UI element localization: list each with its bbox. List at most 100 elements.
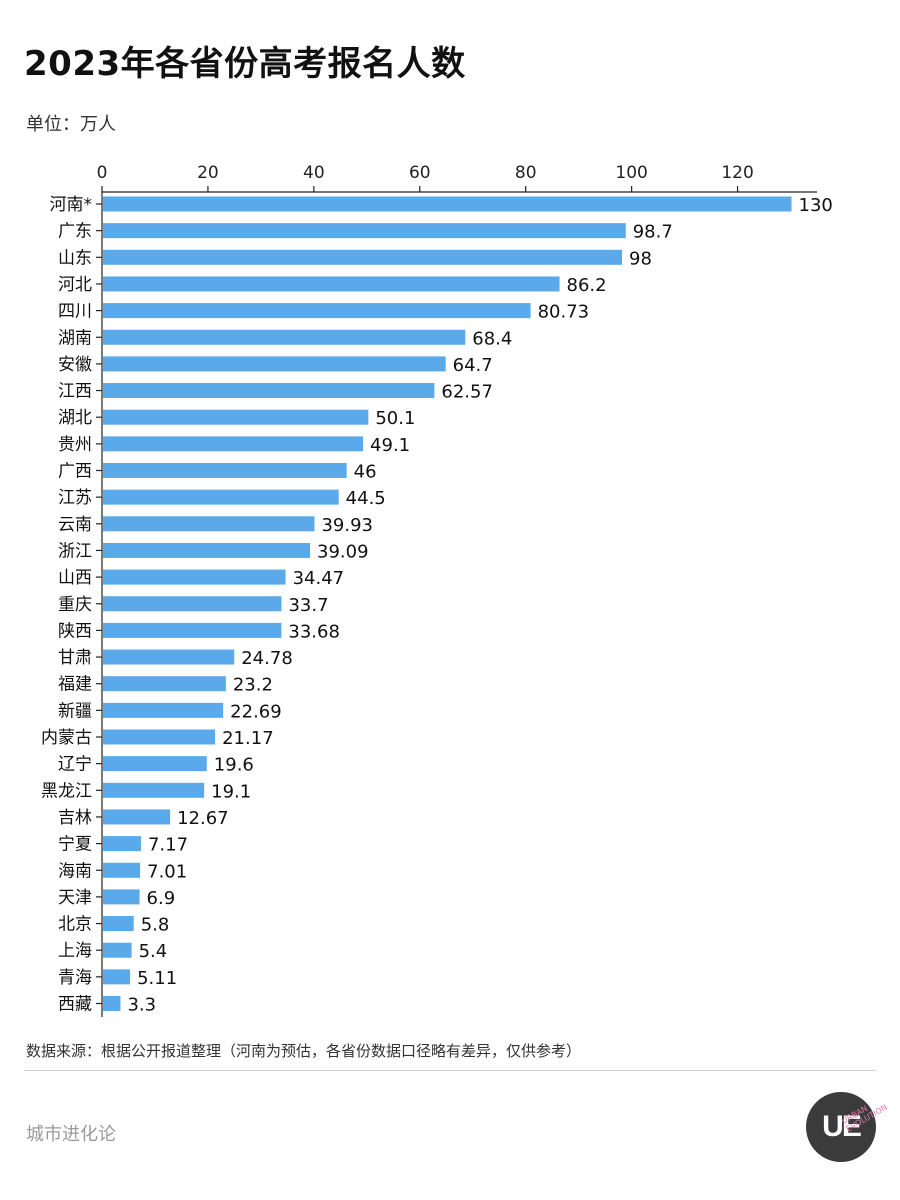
value-label: 19.1 [211,781,251,802]
data-bar [103,409,369,425]
category-label: 海南 [58,861,92,881]
unit-label: 单位：万人 [26,114,116,135]
data-bar [103,356,446,372]
data-bar [103,756,207,772]
data-bar [103,489,339,505]
data-bar [103,383,435,399]
value-label: 33.68 [288,621,340,642]
category-label: 湖北 [58,408,92,428]
data-bar [103,649,235,665]
data-bar [103,862,141,878]
value-label: 5.4 [139,941,168,962]
value-label: 130 [799,195,833,216]
category-label: 北京 [58,915,92,935]
category-label: 湖南 [58,328,92,348]
category-label: 青海 [58,968,92,988]
category-label: 云南 [58,515,92,535]
value-label: 23.2 [233,675,273,696]
data-bar [103,249,623,265]
category-label: 吉林 [58,808,92,828]
value-label: 50.1 [375,408,415,429]
category-label: 上海 [58,941,92,961]
value-label: 98 [629,248,652,269]
x-tick-label: 80 [515,163,537,183]
value-label: 68.4 [472,328,512,349]
value-label: 44.5 [346,488,386,509]
footer-divider [24,1070,876,1071]
data-bar [103,276,560,292]
category-label: 黑龙江 [41,781,92,801]
category-label: 四川 [58,302,92,322]
value-label: 22.69 [230,701,282,722]
data-bar [103,303,531,319]
value-label: 39.93 [321,515,373,536]
category-label: 广东 [58,222,92,242]
data-bar [103,622,282,638]
value-label: 3.3 [127,995,156,1016]
category-label: 浙江 [58,541,92,561]
data-bar [103,969,131,985]
data-bar [103,542,311,558]
data-bar [103,942,132,958]
category-label: 河北 [58,275,92,295]
category-label: 新疆 [58,701,92,721]
data-bar [103,702,224,718]
category-label: 辽宁 [58,755,92,775]
category-label: 江苏 [58,488,92,508]
category-label: 山西 [58,568,92,588]
value-label: 19.6 [214,755,254,776]
x-tick-label: 100 [615,163,647,183]
x-tick-label: 20 [197,163,219,183]
data-bar [103,596,282,612]
brand-name: 城市进化论 [26,1124,116,1145]
value-label: 5.8 [141,915,170,936]
category-label: 陕西 [58,621,92,641]
value-label: 34.47 [293,568,345,589]
category-label: 江西 [58,382,92,402]
value-label: 21.17 [222,728,274,749]
category-label: 广西 [58,462,92,482]
category-label: 贵州 [58,435,92,455]
value-label: 12.67 [177,808,229,829]
data-bar [103,916,134,932]
category-label: 福建 [58,675,92,695]
value-label: 46 [354,462,377,483]
category-label: 天津 [58,888,92,908]
data-bar [103,436,364,452]
value-label: 64.7 [453,355,493,376]
value-label: 80.73 [538,302,590,323]
value-label: 7.01 [147,861,187,882]
value-label: 62.57 [441,382,493,403]
value-label: 24.78 [241,648,293,669]
category-label: 山东 [58,248,92,268]
data-bar [103,809,171,825]
value-label: 6.9 [147,888,176,909]
data-bar [103,463,347,478]
value-label: 7.17 [148,835,188,856]
data-bar [103,729,216,745]
value-label: 49.1 [370,435,410,456]
data-bar [103,569,286,585]
data-bar [103,996,121,1011]
category-label: 重庆 [58,595,92,615]
data-bar [103,782,205,798]
value-label: 39.09 [317,541,369,562]
data-bar [103,676,226,692]
category-label: 甘肃 [58,648,92,668]
category-label: 宁夏 [58,835,92,855]
brand-logo: UE [806,1092,876,1162]
category-label: 西藏 [58,995,92,1015]
value-label: 5.11 [137,968,177,989]
data-source-note: 数据来源：根据公开报道整理（河南为预估，各省份数据口径略有差异，仅供参考） [26,1042,582,1060]
category-label: 河南* [50,195,93,215]
x-tick-label: 0 [97,163,108,183]
data-bar [103,836,141,852]
chart-title: 2023年各省份高考报名人数 [24,44,466,84]
data-bar [103,329,466,345]
data-bar [103,889,140,905]
data-bar [103,196,792,212]
category-label: 安徽 [58,355,92,375]
data-bar [103,516,315,532]
value-label: 33.7 [288,595,328,616]
data-bar [103,223,626,239]
